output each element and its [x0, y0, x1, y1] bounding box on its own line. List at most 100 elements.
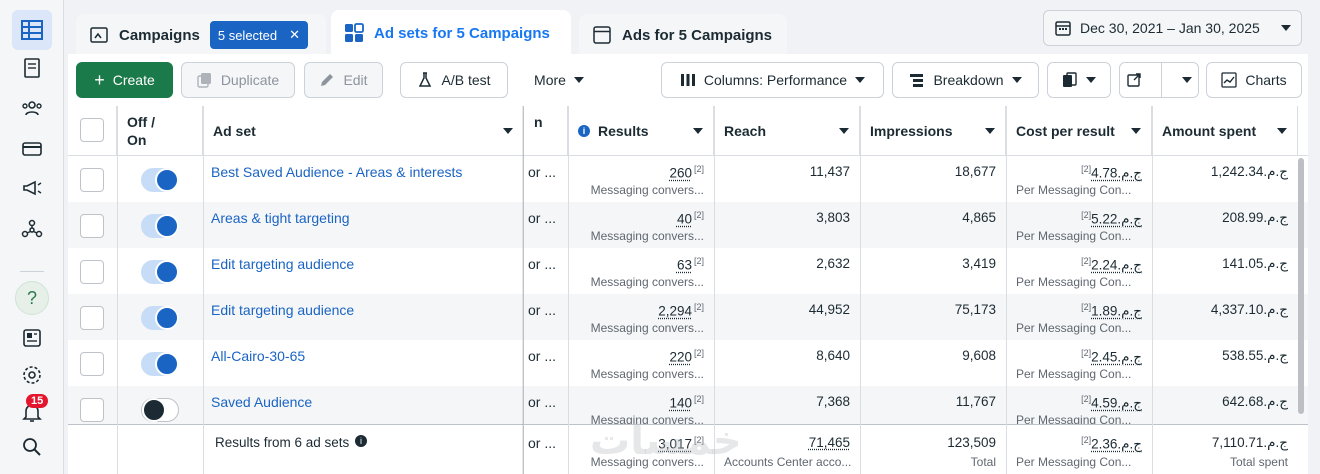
- campaign-cell: or ...: [528, 394, 556, 410]
- table-row[interactable]: Areas & tight targeting or ... 40 [2] Messag…: [68, 202, 1308, 248]
- results-value[interactable]: 140 [2]: [669, 394, 704, 411]
- cost-value[interactable]: ج.م.4.78[2]: [1079, 164, 1142, 182]
- ad-set-name-link[interactable]: Edit targeting audience: [211, 302, 354, 318]
- ab-test-button[interactable]: A/B test: [400, 62, 508, 98]
- campaign-cell: or ...: [528, 164, 556, 180]
- header-reach[interactable]: Reach: [714, 106, 860, 156]
- summary-reach-value[interactable]: 71,465: [809, 435, 850, 450]
- spent-cell: ج.م.538.55: [1152, 340, 1298, 386]
- reports-icon: [1062, 72, 1078, 88]
- table-row[interactable]: Edit targeting audience or ... 2,294 [2] Mes…: [68, 294, 1308, 340]
- results-value[interactable]: 40 [2]: [677, 210, 704, 227]
- rail-divider: [20, 271, 44, 272]
- row-select-checkbox[interactable]: [80, 306, 104, 330]
- header-amount-spent[interactable]: Amount spent: [1152, 106, 1298, 156]
- row-select-checkbox[interactable]: [80, 214, 104, 238]
- tab-ad-sets[interactable]: Ad sets for 5 Campaigns: [331, 10, 571, 56]
- column-divider: [117, 106, 118, 474]
- date-range-picker[interactable]: Dec 30, 2021 – Jan 30, 2025: [1043, 10, 1302, 46]
- audiences-icon[interactable]: [12, 88, 52, 128]
- results-value[interactable]: 2,294 [2]: [658, 302, 704, 319]
- cost-value[interactable]: ج.م.1.89[2]: [1079, 302, 1142, 320]
- delivery-toggle[interactable]: [141, 398, 179, 422]
- export-icon[interactable]: [1126, 72, 1142, 88]
- export-split-button[interactable]: [1119, 62, 1199, 98]
- header-ad-set[interactable]: Ad set: [203, 106, 524, 156]
- row-select-checkbox[interactable]: [80, 352, 104, 376]
- chevron-down-icon[interactable]: [1182, 77, 1192, 83]
- spent-value: ج.م.141.05: [1222, 256, 1288, 272]
- reach-value: 3,803: [816, 210, 850, 225]
- cost-sub: Per Messaging Con...: [1016, 367, 1131, 381]
- reports-dropdown[interactable]: [1047, 62, 1111, 98]
- results-value[interactable]: 260 [2]: [669, 164, 704, 181]
- ad-set-name-link[interactable]: Saved Audience: [211, 394, 312, 410]
- news-icon[interactable]: [12, 318, 52, 358]
- table-row[interactable]: Best Saved Audience - Areas & interests o…: [68, 156, 1308, 202]
- pages-icon[interactable]: [12, 48, 52, 88]
- sort-caret-icon[interactable]: [839, 128, 849, 134]
- cost-value[interactable]: ج.م.2.45[2]: [1079, 348, 1142, 366]
- table-row[interactable]: Edit targeting audience or ... 63 [2] Messag…: [68, 248, 1308, 294]
- sort-caret-icon[interactable]: [1277, 128, 1287, 134]
- select-all-checkbox[interactable]: [80, 118, 104, 142]
- sort-caret-icon[interactable]: [1131, 128, 1141, 134]
- vertical-scrollbar[interactable]: [1298, 158, 1304, 414]
- cost-header-label: Cost per result: [1016, 123, 1115, 139]
- duplicate-button[interactable]: Duplicate: [181, 62, 295, 98]
- results-value[interactable]: 220 [2]: [669, 348, 704, 365]
- edit-button[interactable]: Edit: [304, 62, 383, 98]
- ad-set-name-link[interactable]: Best Saved Audience - Areas & interests: [211, 164, 462, 180]
- tab-ads[interactable]: Ads for 5 Campaigns: [579, 14, 787, 56]
- delivery-toggle[interactable]: [141, 168, 179, 192]
- header-campaign[interactable]: n: [524, 106, 568, 156]
- row-select-checkbox[interactable]: [80, 168, 104, 192]
- cost-value[interactable]: ج.م.2.24[2]: [1079, 256, 1142, 274]
- breakdown-dropdown[interactable]: Breakdown: [892, 62, 1039, 98]
- info-icon[interactable]: i: [578, 125, 590, 137]
- selected-filter-pill[interactable]: 5 selected ✕: [210, 21, 308, 49]
- impressions-header-label: Impressions: [870, 123, 952, 139]
- cost-cell: ج.م.5.22[2] Per Messaging Con...: [1006, 202, 1152, 248]
- delivery-toggle[interactable]: [141, 306, 179, 330]
- billing-card-icon[interactable]: [12, 129, 52, 169]
- table-header: Off / On Ad set n i Results Reach Impres…: [68, 106, 1308, 156]
- table-view-icon[interactable]: [12, 10, 52, 50]
- delivery-toggle[interactable]: [141, 260, 179, 284]
- sort-caret-icon[interactable]: [985, 128, 995, 134]
- header-cost-per-result[interactable]: Cost per result: [1006, 106, 1152, 156]
- columns-label: Columns: Performance: [704, 72, 847, 88]
- toggle-knob: [155, 168, 179, 192]
- info-icon[interactable]: i: [355, 435, 367, 447]
- more-dropdown[interactable]: More: [520, 62, 598, 98]
- sort-caret-icon[interactable]: [693, 128, 703, 134]
- ad-set-name-link[interactable]: All-Cairo-30-65: [211, 348, 305, 364]
- settings-gear-icon[interactable]: [12, 355, 52, 395]
- clear-selection-close-icon[interactable]: ✕: [289, 27, 300, 43]
- row-select-checkbox[interactable]: [80, 260, 104, 284]
- create-button[interactable]: + Create: [76, 62, 173, 98]
- row-select-checkbox[interactable]: [80, 398, 104, 422]
- megaphone-icon[interactable]: [12, 168, 52, 208]
- results-value[interactable]: 63 [2]: [677, 256, 704, 273]
- cost-cell: ج.م.4.78[2] Per Messaging Con...: [1006, 156, 1152, 202]
- tab-campaigns[interactable]: Campaigns 5 selected ✕: [76, 14, 326, 56]
- help-button[interactable]: ?: [12, 278, 52, 318]
- spent-value: ج.م.642.68: [1222, 394, 1288, 410]
- cost-sub: Per Messaging Con...: [1016, 229, 1131, 243]
- ad-set-name-link[interactable]: Areas & tight targeting: [211, 210, 350, 226]
- search-icon[interactable]: [12, 427, 52, 467]
- columns-dropdown[interactable]: Columns: Performance: [661, 62, 884, 98]
- header-impressions[interactable]: Impressions: [860, 106, 1006, 156]
- header-results[interactable]: i Results: [568, 106, 714, 156]
- cost-value[interactable]: ج.م.5.22[2]: [1079, 210, 1142, 228]
- summary-cost-value[interactable]: ج.م.2.36[2]: [1079, 435, 1142, 453]
- sort-caret-icon[interactable]: [503, 128, 513, 134]
- ad-set-name-link[interactable]: Edit targeting audience: [211, 256, 354, 272]
- network-icon[interactable]: [12, 209, 52, 249]
- delivery-toggle[interactable]: [141, 352, 179, 376]
- cost-value[interactable]: ج.م.4.59[2]: [1079, 394, 1142, 412]
- table-row[interactable]: All-Cairo-30-65 or ... 220 [2] Messaging con…: [68, 340, 1308, 386]
- charts-button[interactable]: Charts: [1206, 62, 1302, 98]
- delivery-toggle[interactable]: [141, 214, 179, 238]
